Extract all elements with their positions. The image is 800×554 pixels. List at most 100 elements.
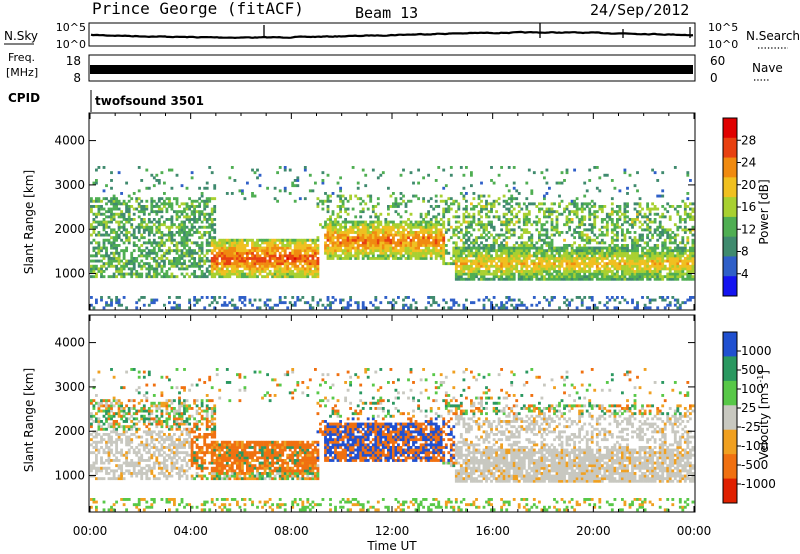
power-echo-cell	[683, 251, 687, 255]
power-echo-cell	[336, 246, 340, 250]
power-echo-cell	[575, 197, 579, 201]
power-echo-cell	[510, 257, 514, 260]
power-echo-cell	[293, 254, 297, 258]
power-echo-cell	[200, 210, 204, 214]
power-echo-cell	[454, 246, 458, 250]
power-echo-cell	[132, 259, 136, 263]
power-echo-cell	[160, 254, 164, 258]
power-echo-cell	[359, 210, 363, 214]
power-echo-cell	[550, 249, 554, 253]
power-echo-cell	[336, 241, 340, 245]
power-echo-cell	[485, 207, 488, 211]
power-echo-cell	[520, 241, 524, 245]
power-echo-cell	[291, 251, 295, 255]
velocity-echo-cell	[97, 477, 101, 481]
power-echo-cell	[683, 207, 687, 211]
power-echo-cell	[588, 259, 592, 263]
power-echo-cell	[583, 246, 587, 250]
power-echo-cell	[115, 257, 119, 260]
power-echo-cell	[575, 262, 579, 266]
power-echo-cell	[261, 262, 264, 266]
power-echo-cell	[230, 166, 234, 169]
power-echo-cell	[175, 257, 179, 260]
power-echo-cell	[102, 212, 106, 216]
power-echo-cell	[251, 270, 254, 273]
power-echo-cell	[339, 246, 343, 250]
power-echo-cell	[150, 173, 154, 177]
power-echo-cell	[434, 257, 438, 260]
power-echo-cell	[246, 275, 249, 279]
power-echo-cell	[210, 270, 214, 273]
power-echo-cell	[449, 236, 453, 240]
power-echo-cell	[369, 236, 373, 240]
power-echo-cell	[681, 267, 685, 271]
power-echo-cell	[321, 225, 325, 229]
power-echo-cell	[437, 166, 441, 169]
velocity-echo-cell	[95, 453, 98, 457]
power-echo-cell	[351, 231, 355, 234]
power-echo-cell	[444, 202, 448, 206]
power-echo-cell	[470, 267, 473, 271]
power-echo-cell	[198, 244, 202, 247]
power-echo-cell	[392, 246, 395, 250]
power-echo-cell	[329, 306, 332, 310]
power-echo-cell	[656, 270, 660, 273]
power-echo-cell	[691, 254, 695, 258]
power-echo-cell	[339, 241, 343, 245]
freq-left-tick-top: 18	[66, 54, 81, 68]
power-echo-cell	[190, 257, 194, 260]
power-echo-cell	[193, 272, 197, 276]
power-echo-cell	[616, 251, 619, 255]
power-echo-cell	[510, 277, 514, 281]
power-echo-cell	[152, 257, 156, 260]
power-echo-cell	[278, 238, 282, 242]
power-echo-cell	[351, 244, 355, 247]
power-echo-cell	[603, 225, 607, 229]
power-echo-cell	[110, 301, 113, 305]
power-echo-cell	[470, 249, 473, 253]
power-echo-cell	[560, 275, 564, 279]
power-echo-cell	[573, 272, 577, 276]
power-echo-cell	[351, 228, 355, 232]
power-echo-cell	[95, 272, 98, 276]
power-echo-cell	[631, 246, 634, 250]
power-echo-cell	[691, 259, 695, 263]
power-echo-cell	[379, 220, 383, 224]
power-echo-cell	[341, 202, 345, 206]
power-echo-cell	[155, 202, 159, 206]
power-echo-cell	[631, 272, 634, 276]
power-echo-cell	[200, 246, 204, 250]
power-echo-cell	[170, 218, 174, 221]
power-echo-cell	[407, 257, 410, 260]
velocity-echo-cell	[115, 401, 119, 405]
power-echo-cell	[475, 270, 478, 273]
power-echo-cell	[475, 238, 478, 242]
power-echo-cell	[623, 277, 627, 281]
power-echo-cell	[638, 202, 642, 206]
power-echo-cell	[502, 262, 506, 266]
power-echo-cell	[565, 272, 569, 276]
power-echo-cell	[293, 267, 297, 271]
power-echo-cell	[633, 238, 637, 242]
power-echo-cell	[324, 246, 327, 250]
power-echo-cell	[155, 254, 159, 258]
power-echo-cell	[160, 238, 164, 242]
power-echo-cell	[573, 270, 577, 273]
power-echo-cell	[346, 236, 350, 240]
power-echo-cell	[570, 267, 574, 271]
power-echo-cell	[492, 257, 496, 260]
power-echo-cell	[555, 215, 559, 219]
velocity-echo-cell	[100, 435, 103, 439]
power-echo-cell	[399, 225, 403, 229]
power-echo-cell	[492, 272, 496, 276]
velocity-echo-cell	[115, 430, 119, 434]
velocity-echo-cell	[115, 420, 119, 423]
power-echo-cell	[560, 264, 564, 268]
power-echo-cell	[147, 233, 151, 237]
power-echo-cell	[593, 303, 597, 307]
power-echo-cell	[623, 212, 627, 216]
power-echo-cell	[487, 236, 491, 240]
power-echo-cell	[175, 212, 179, 216]
power-echo-cell	[152, 199, 156, 203]
power-echo-cell	[409, 303, 413, 307]
